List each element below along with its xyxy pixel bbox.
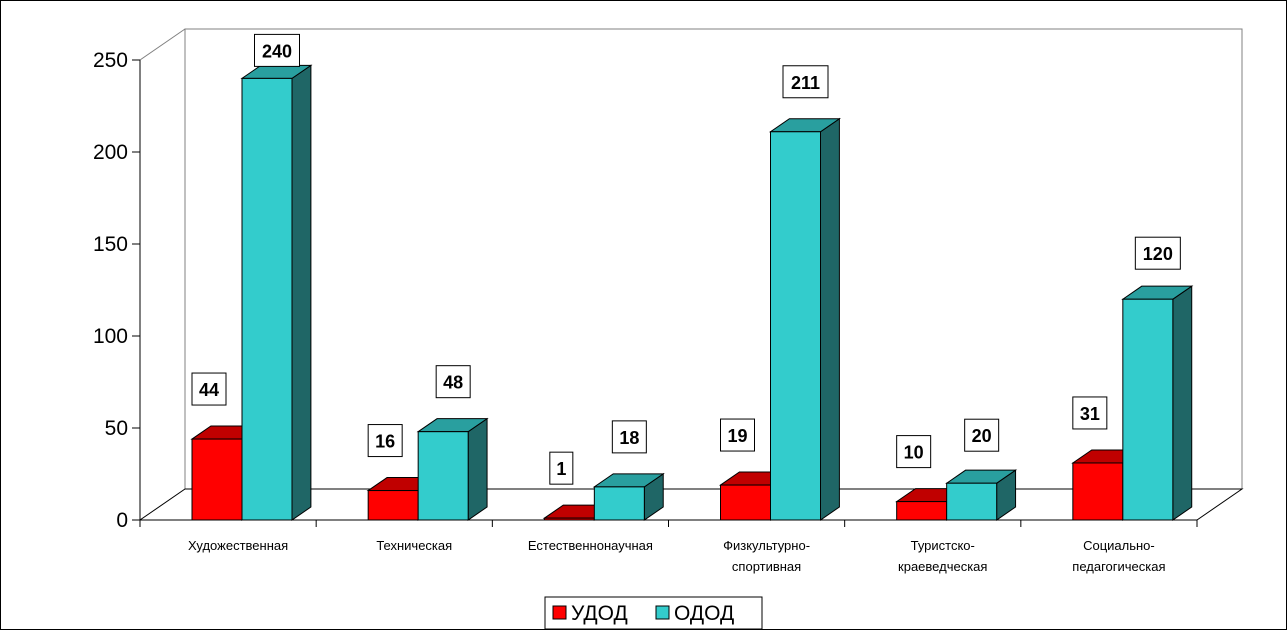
- back-wall: [184, 28, 1243, 489]
- bar-УДОД: [191, 438, 243, 521]
- data-label-box: [782, 65, 829, 99]
- bar-side: [820, 117, 840, 521]
- category-label: Социально-: [1083, 538, 1155, 553]
- category-label: Естественнонаучная: [528, 538, 653, 553]
- data-label-box: [435, 365, 471, 399]
- bar-side: [1172, 285, 1193, 521]
- bar-ОДОД: [593, 486, 645, 521]
- legend-label: ОДОД: [674, 602, 734, 625]
- data-label-box: [191, 372, 227, 406]
- data-label: 48: [443, 373, 463, 393]
- data-label: 211: [791, 73, 820, 93]
- data-label: 10: [904, 443, 924, 463]
- bar-УДОД: [543, 517, 595, 521]
- category-label: Художественная: [188, 538, 288, 553]
- data-label: 120: [1143, 244, 1173, 264]
- bar-ОДОД: [241, 77, 293, 521]
- data-label-box: [367, 424, 403, 458]
- data-label-box: [896, 435, 932, 469]
- legend: [544, 596, 763, 630]
- bar-ОДОД: [946, 482, 998, 521]
- bar-ОДОД: [417, 431, 469, 521]
- data-label-box: [1134, 236, 1181, 270]
- legend-swatch: [552, 605, 567, 620]
- data-label: 20: [972, 426, 992, 446]
- bar-УДОД: [720, 484, 771, 521]
- y-tick-label: 200: [93, 141, 128, 164]
- y-tick-label: 100: [93, 325, 128, 348]
- bar-side: [467, 417, 488, 521]
- data-label: 240: [262, 41, 292, 61]
- data-label-box: [1072, 396, 1108, 430]
- bar-УДОД: [1072, 462, 1124, 521]
- bar-side: [291, 64, 312, 521]
- bar-УДОД: [367, 490, 419, 521]
- data-label: 19: [727, 426, 747, 446]
- legend-swatch: [655, 605, 670, 620]
- category-label: Туристско-: [911, 538, 975, 553]
- data-label-box: [549, 451, 574, 485]
- data-label-box: [611, 420, 647, 454]
- data-label: 44: [199, 380, 219, 400]
- y-tick-label: 250: [93, 49, 128, 72]
- category-label: Физкультурно-: [723, 538, 810, 553]
- y-tick-label: 0: [116, 509, 128, 532]
- data-label-box: [964, 418, 1000, 452]
- data-label-box: [254, 33, 300, 67]
- y-tick-label: 50: [105, 417, 128, 440]
- data-label: 31: [1080, 404, 1100, 424]
- y-tick-label: 150: [93, 233, 128, 256]
- data-label: 1: [556, 459, 566, 479]
- data-label: 16: [375, 432, 395, 452]
- bar-УДОД: [896, 501, 948, 521]
- category-label: педагогическая: [1072, 559, 1165, 574]
- category-label: спортивная: [732, 559, 801, 574]
- bar-ОДОД: [1122, 298, 1174, 521]
- category-label: Техническая: [376, 538, 452, 553]
- category-label: краеведческая: [898, 559, 987, 574]
- data-label: 18: [619, 428, 639, 448]
- bar-ОДОД: [770, 131, 821, 521]
- legend-label: УДОД: [571, 602, 628, 625]
- data-label-box: [720, 418, 755, 452]
